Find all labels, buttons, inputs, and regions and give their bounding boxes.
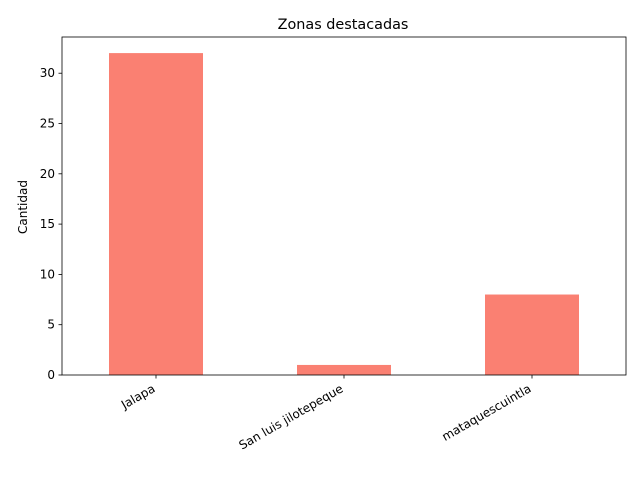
- y-tick-label: 15: [40, 217, 55, 231]
- bar-mataquescuintla: [485, 294, 579, 375]
- bar-san-luis-jilotepeque: [297, 364, 391, 375]
- y-tick-label: 20: [40, 167, 55, 181]
- y-tick-label: 0: [47, 368, 55, 382]
- plot-area: 0 5 10 15 20 25 30 Jalapa San luis jilotepeque ma…: [40, 36, 627, 452]
- y-axis-label: Cantidad: [16, 180, 30, 234]
- y-tick-label: 30: [40, 66, 55, 80]
- x-tick-label: San luis jilotepeque: [236, 381, 345, 452]
- chart-title: Zonas destacadas: [278, 17, 409, 33]
- y-tick-label: 5: [47, 318, 55, 332]
- y-tick-label: 10: [40, 267, 55, 281]
- y-tick-label: 25: [40, 117, 55, 131]
- x-tick-label: Jalapa: [118, 381, 158, 412]
- x-tick-label: mataquescuintla: [439, 381, 533, 443]
- bar-jalapa: [109, 53, 203, 375]
